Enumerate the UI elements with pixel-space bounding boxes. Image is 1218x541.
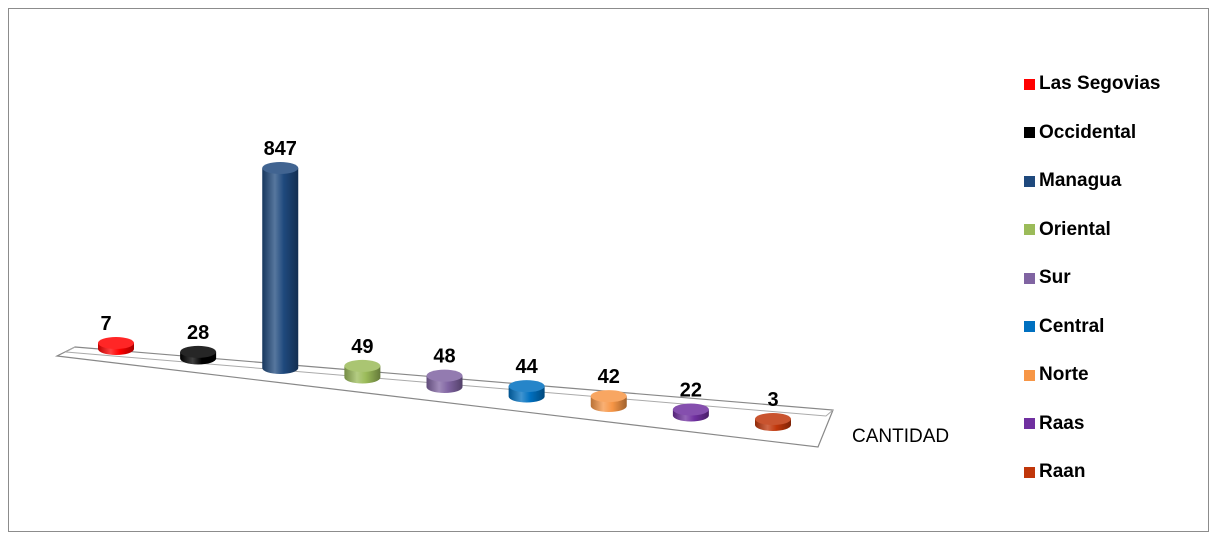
data-label: 49	[351, 336, 373, 358]
bar-top	[344, 359, 381, 372]
legend-swatch	[1024, 272, 1035, 284]
bar-top	[426, 369, 463, 382]
bar-managua: 847	[262, 138, 299, 374]
floor-plane	[54, 346, 834, 448]
legend-label: Occidental	[1039, 121, 1137, 143]
legend-item: Raan	[1024, 460, 1085, 484]
legend-swatch	[1024, 175, 1035, 187]
legend-swatch	[1024, 78, 1035, 90]
legend-item: Raas	[1024, 412, 1084, 436]
legend-swatch	[1024, 418, 1035, 429]
bar-top	[98, 337, 134, 349]
bar-occidental: 28	[180, 322, 217, 365]
legend-swatch	[1024, 369, 1035, 381]
bar-top	[755, 413, 791, 425]
bar-raan: 3	[755, 389, 791, 431]
bar-sur: 48	[426, 346, 463, 393]
legend-item: Sur	[1024, 266, 1071, 290]
legend-item: Las Segovias	[1024, 72, 1160, 96]
bar-raas: 22	[672, 380, 709, 422]
legend-label: Norte	[1039, 364, 1089, 385]
bar-top	[672, 403, 709, 416]
bar-body	[262, 168, 299, 374]
legend-item: Occidental	[1024, 121, 1136, 145]
bar-oriental: 49	[344, 336, 381, 384]
category-label: CANTIDAD	[852, 426, 949, 447]
legend-swatch	[1024, 466, 1035, 478]
legend-item: Oriental	[1024, 218, 1111, 242]
legend-label: Raan	[1039, 461, 1086, 482]
legend-item: Managua	[1024, 169, 1121, 193]
bar-central: 44	[508, 356, 545, 403]
bar-top	[590, 390, 627, 403]
legend-label: Central	[1039, 315, 1105, 337]
bar-norte: 42	[590, 366, 627, 413]
bar-top	[262, 162, 299, 174]
legend-swatch	[1024, 127, 1035, 138]
data-label: 44	[516, 356, 539, 378]
legend-swatch	[1024, 224, 1035, 235]
legend-swatch	[1024, 321, 1035, 332]
data-label: 22	[680, 380, 702, 402]
bar-top	[180, 345, 217, 358]
bar-top	[508, 380, 545, 393]
legend-label: Sur	[1039, 267, 1071, 288]
data-label: 3	[767, 389, 778, 411]
data-label: 847	[264, 138, 297, 160]
chart-area	[8, 8, 1209, 532]
legend-item: Norte	[1024, 363, 1089, 387]
data-label: 48	[433, 346, 455, 368]
data-label: 28	[187, 322, 209, 344]
bar-las-segovias: 7	[98, 313, 134, 355]
legend-label: Managua	[1039, 170, 1122, 191]
legend-label: Raas	[1039, 412, 1085, 434]
legend-item: Central	[1024, 315, 1104, 339]
data-label: 7	[100, 313, 111, 335]
legend-label: Las Segovias	[1039, 73, 1161, 94]
legend-label: Oriental	[1039, 218, 1111, 240]
data-label: 42	[598, 366, 620, 388]
